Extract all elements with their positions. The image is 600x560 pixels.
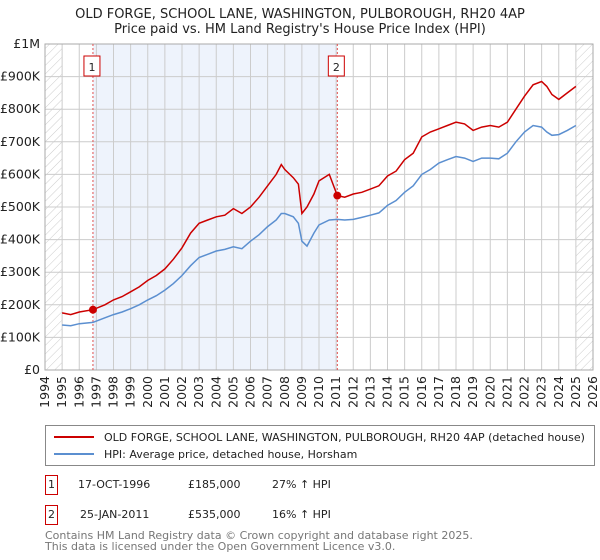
x-tick-label: 2011 [328,376,343,408]
y-tick-label: £500K [0,199,41,214]
sale-label: 2 [333,61,340,74]
x-tick-label: 2023 [534,376,549,408]
sale-label: 1 [88,61,95,74]
chart-subtitle: Price paid vs. HM Land Registry's House … [114,22,486,37]
x-tick-label: 2002 [174,376,189,408]
y-tick-label: £100K [0,329,41,344]
x-tick-label: 1995 [54,376,69,408]
x-tick-label: 2010 [311,376,326,408]
sale-row: 2 25-JAN-2011 £535,000 16% ↑ HPI [45,505,445,525]
y-tick-label: £0 [24,362,40,377]
sale-date: 17-OCT-1996 [78,478,151,491]
x-tick-label: 2019 [465,376,480,408]
price-chart: OLD FORGE, SCHOOL LANE, WASHINGTON, PULB… [0,7,600,408]
plot-frame [44,43,594,371]
sale-price: £535,000 [188,508,241,521]
sale-number-badge: 2 [45,505,58,525]
legend-item-property: OLD FORGE, SCHOOL LANE, WASHINGTON, PULB… [54,429,585,445]
y-tick-label: £700K [0,134,41,149]
legend-swatch-blue [54,453,94,455]
y-tick-label: £600K [0,166,41,181]
y-tick-label: £300K [0,264,41,279]
sale-row: 1 17-OCT-1996 £185,000 27% ↑ HPI [45,475,445,495]
x-tick-label: 2014 [380,376,395,408]
y-tick-label: £200K [0,297,41,312]
sale-point [333,191,342,200]
x-tick-label: 2004 [208,376,223,408]
sale-number-badge: 1 [45,475,58,495]
sale-label-box [83,55,101,77]
sale-price: £185,000 [188,478,241,491]
x-tick-label: 2000 [140,376,155,408]
sale-hpi-diff: 16% ↑ HPI [272,508,331,521]
y-tick-label: £1M [13,36,40,51]
x-tick-label: 2001 [157,376,172,408]
x-tick-label: 1999 [123,376,138,408]
x-tick-label: 1994 [37,376,52,408]
y-tick-label: £400K [0,232,41,247]
x-tick-label: 2022 [517,376,532,408]
x-tick-label: 2008 [277,376,292,408]
footer-licence: This data is licensed under the Open Gov… [45,539,396,553]
legend: OLD FORGE, SCHOOL LANE, WASHINGTON, PULB… [45,425,595,466]
x-tick-label: 2006 [243,376,258,408]
hpi-series-line [62,124,577,327]
legend-label: OLD FORGE, SCHOOL LANE, WASHINGTON, PULB… [104,430,585,444]
x-tick-label: 2003 [191,376,206,408]
legend-swatch-red [54,436,94,438]
footer-copyright: Contains HM Land Registry data © Crown c… [45,529,473,542]
x-tick-label: 2021 [499,376,514,408]
sale-date: 25-JAN-2011 [80,508,150,521]
legend-item-hpi: HPI: Average price, detached house, Hors… [54,446,357,462]
x-tick-label: 2017 [431,376,446,408]
x-tick-label: 2024 [551,376,566,408]
x-tick-label: 2025 [568,376,583,408]
x-tick-label: 2009 [294,376,309,408]
sale-point [88,305,97,314]
sale-label-box [327,55,345,77]
x-tick-label: 2012 [345,376,360,408]
legend-label: HPI: Average price, detached house, Hors… [104,447,358,461]
x-tick-label: 2020 [482,376,497,408]
x-tick-label: 2026 [585,376,600,408]
x-tick-label: 1998 [106,376,121,408]
x-tick-label: 2005 [225,376,240,408]
y-tick-label: £900K [0,69,41,84]
x-tick-label: 2013 [362,376,377,408]
footer: Contains HM Land Registry data © Crown c… [45,529,473,553]
x-tick-label: 2015 [397,376,412,408]
x-tick-label: 2018 [448,376,463,408]
x-tick-label: 2016 [414,376,429,408]
chart-title: OLD FORGE, SCHOOL LANE, WASHINGTON, PULB… [75,7,525,22]
sale-hpi-diff: 27% ↑ HPI [272,478,331,491]
x-tick-label: 1996 [71,376,86,408]
y-tick-label: £800K [0,101,41,116]
x-tick-label: 2007 [260,376,275,408]
price-paid-series-line [61,80,577,316]
x-tick-label: 1997 [88,376,103,408]
